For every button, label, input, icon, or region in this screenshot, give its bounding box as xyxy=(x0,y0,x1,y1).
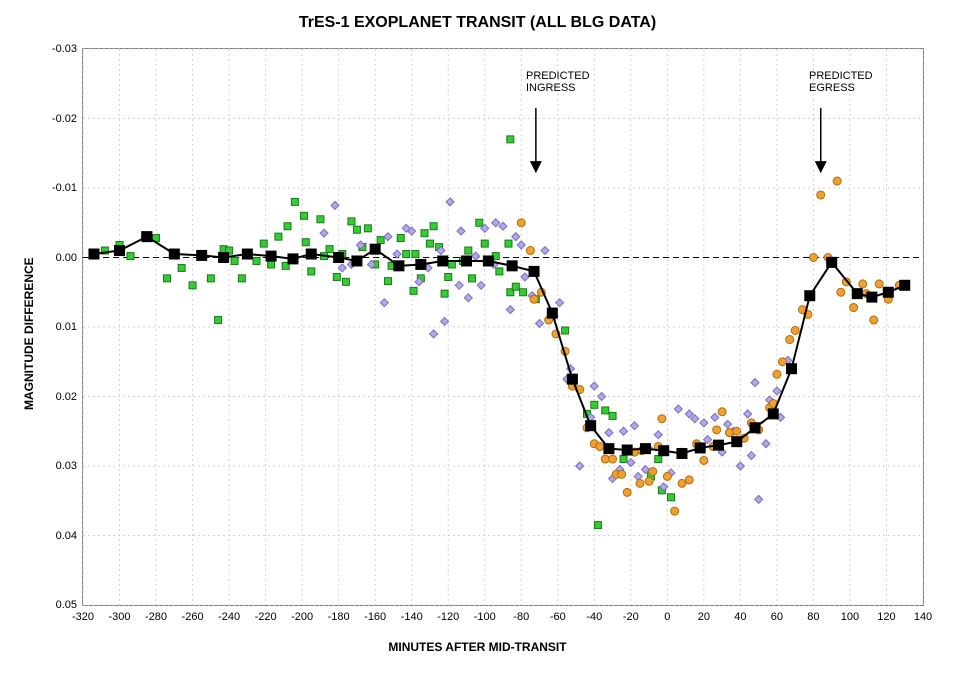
x-tick-label: 120 xyxy=(877,605,895,623)
x-tick-label: -140 xyxy=(401,605,423,623)
chart-container: TrES-1 EXOPLANET TRANSIT (ALL BLG DATA) … xyxy=(0,0,955,676)
plot-area: -320-300-280-260-240-220-200-180-160-140… xyxy=(82,48,924,606)
x-tick-label: -240 xyxy=(218,605,240,623)
y-tick-label: -0.01 xyxy=(52,182,83,194)
x-tick-label: -220 xyxy=(255,605,277,623)
egress-annotation: PREDICTEDEGRESS xyxy=(809,70,873,95)
y-tick-label: 0.03 xyxy=(56,460,83,472)
x-tick-label: 60 xyxy=(771,605,783,623)
x-tick-label: -120 xyxy=(437,605,459,623)
x-tick-label: 140 xyxy=(914,605,932,623)
x-tick-label: 100 xyxy=(841,605,859,623)
ingress-annotation: PREDICTEDINGRESS xyxy=(526,70,590,95)
x-tick-label: 80 xyxy=(807,605,819,623)
y-tick-label: 0.05 xyxy=(56,599,83,611)
chart-title: TrES-1 EXOPLANET TRANSIT (ALL BLG DATA) xyxy=(0,14,955,32)
x-tick-label: -260 xyxy=(182,605,204,623)
x-tick-label: -180 xyxy=(328,605,350,623)
y-tick-label: 0.04 xyxy=(56,530,83,542)
x-tick-label: 0 xyxy=(664,605,670,623)
y-tick-label: -0.03 xyxy=(52,43,83,55)
y-tick-label: 0.00 xyxy=(56,252,83,264)
x-tick-label: -160 xyxy=(364,605,386,623)
x-tick-label: -280 xyxy=(145,605,167,623)
y-axis-label: MAGNITUDE DIFFERENCE xyxy=(22,257,36,410)
x-tick-label: -20 xyxy=(623,605,639,623)
x-axis-label: MINUTES AFTER MID-TRANSIT xyxy=(0,640,955,654)
x-tick-label: -300 xyxy=(109,605,131,623)
y-tick-label: 0.02 xyxy=(56,391,83,403)
x-tick-label: -40 xyxy=(586,605,602,623)
x-tick-label: 20 xyxy=(698,605,710,623)
y-tick-label: 0.01 xyxy=(56,321,83,333)
x-tick-label: -60 xyxy=(550,605,566,623)
x-tick-label: -80 xyxy=(513,605,529,623)
x-tick-label: -200 xyxy=(291,605,313,623)
y-tick-label: -0.02 xyxy=(52,113,83,125)
x-tick-label: 40 xyxy=(734,605,746,623)
x-tick-label: -100 xyxy=(474,605,496,623)
